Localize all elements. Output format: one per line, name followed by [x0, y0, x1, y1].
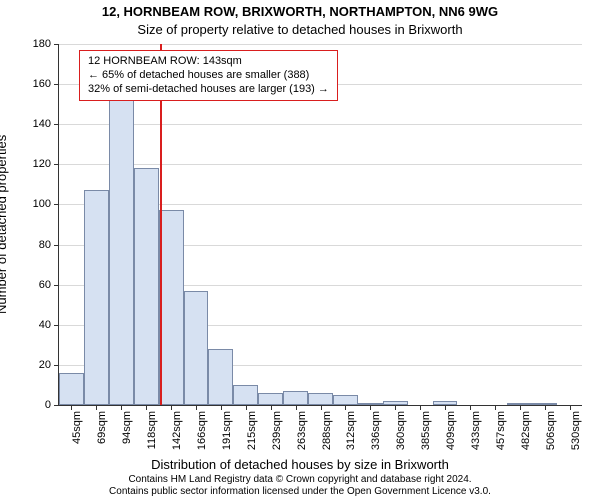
x-tick-label: 457sqm: [495, 411, 507, 450]
x-tick: [196, 405, 197, 410]
x-axis-label: Distribution of detached houses by size …: [0, 457, 600, 472]
y-tick-label: 20: [39, 359, 51, 371]
x-tick-label: 215sqm: [246, 411, 258, 450]
y-tick: [54, 44, 59, 45]
x-tick: [520, 405, 521, 410]
x-tick: [171, 405, 172, 410]
y-tick-label: 40: [39, 319, 51, 331]
y-tick: [54, 84, 59, 85]
bar: [283, 391, 308, 405]
x-tick-label: 118sqm: [146, 411, 158, 449]
y-tick: [54, 164, 59, 165]
x-tick-label: 239sqm: [271, 411, 283, 450]
y-axis-label: Number of detached properties: [0, 135, 9, 314]
plot-area: 02040608010012014016018045sqm69sqm94sqm1…: [58, 44, 582, 406]
annotation-box: 12 HORNBEAM ROW: 143sqm← 65% of detached…: [79, 50, 338, 101]
x-tick-label: 166sqm: [196, 411, 208, 450]
x-tick: [146, 405, 147, 410]
y-tick-label: 60: [39, 279, 51, 291]
chart-subtitle: Size of property relative to detached ho…: [0, 22, 600, 37]
x-tick-label: 385sqm: [420, 411, 432, 450]
x-tick: [445, 405, 446, 410]
annotation-line: 32% of semi-detached houses are larger (…: [88, 83, 329, 97]
x-tick-label: 94sqm: [121, 411, 133, 444]
x-tick-label: 263sqm: [296, 411, 308, 450]
bar: [308, 393, 333, 405]
x-tick: [470, 405, 471, 410]
footer-note: Contains HM Land Registry data © Crown c…: [0, 474, 600, 498]
y-tick: [54, 245, 59, 246]
y-tick: [54, 124, 59, 125]
annotation-line: ← 65% of detached houses are smaller (38…: [88, 69, 329, 83]
x-tick: [271, 405, 272, 410]
y-tick-label: 140: [33, 118, 51, 130]
bar: [333, 395, 358, 405]
x-tick-label: 312sqm: [345, 411, 357, 450]
y-tick-label: 180: [33, 38, 51, 50]
x-tick: [296, 405, 297, 410]
bar: [184, 291, 209, 405]
chart-container: 12, HORNBEAM ROW, BRIXWORTH, NORTHAMPTON…: [0, 0, 600, 500]
x-tick: [246, 405, 247, 410]
bar: [84, 190, 109, 405]
x-tick: [345, 405, 346, 410]
chart-title: 12, HORNBEAM ROW, BRIXWORTH, NORTHAMPTON…: [0, 4, 600, 19]
gridline: [59, 44, 582, 45]
x-tick: [495, 405, 496, 410]
y-tick: [54, 285, 59, 286]
x-tick-label: 530sqm: [570, 411, 582, 450]
x-tick-label: 482sqm: [520, 411, 532, 450]
x-tick: [321, 405, 322, 410]
bar: [258, 393, 283, 405]
bar: [233, 385, 258, 405]
gridline: [59, 124, 582, 125]
bar: [134, 168, 159, 405]
x-tick: [121, 405, 122, 410]
bar: [59, 373, 84, 405]
x-tick-label: 45sqm: [71, 411, 83, 444]
x-tick-label: 69sqm: [96, 411, 108, 444]
x-tick: [420, 405, 421, 410]
x-tick-label: 336sqm: [370, 411, 382, 450]
bar: [208, 349, 233, 405]
annotation-line: 12 HORNBEAM ROW: 143sqm: [88, 55, 329, 69]
x-tick-label: 409sqm: [445, 411, 457, 450]
y-tick-label: 120: [33, 158, 51, 170]
x-tick-label: 433sqm: [470, 411, 482, 450]
y-tick-label: 0: [45, 399, 51, 411]
footer-line-1: Contains HM Land Registry data © Crown c…: [0, 474, 600, 486]
gridline: [59, 164, 582, 165]
x-tick-label: 142sqm: [171, 411, 183, 450]
y-tick: [54, 204, 59, 205]
x-tick: [570, 405, 571, 410]
bar: [159, 210, 184, 405]
y-tick-label: 160: [33, 78, 51, 90]
x-tick: [96, 405, 97, 410]
y-tick: [54, 325, 59, 326]
x-tick-label: 506sqm: [545, 411, 557, 450]
x-tick: [370, 405, 371, 410]
x-tick: [71, 405, 72, 410]
x-tick: [395, 405, 396, 410]
y-tick-label: 100: [33, 198, 51, 210]
x-tick: [221, 405, 222, 410]
x-tick-label: 191sqm: [221, 411, 233, 450]
bar: [109, 80, 134, 405]
x-tick-label: 288sqm: [321, 411, 333, 450]
x-tick: [545, 405, 546, 410]
footer-line-2: Contains public sector information licen…: [0, 486, 600, 498]
x-tick-label: 360sqm: [395, 411, 407, 450]
y-tick-label: 80: [39, 239, 51, 251]
y-tick: [54, 365, 59, 366]
y-tick: [54, 405, 59, 406]
